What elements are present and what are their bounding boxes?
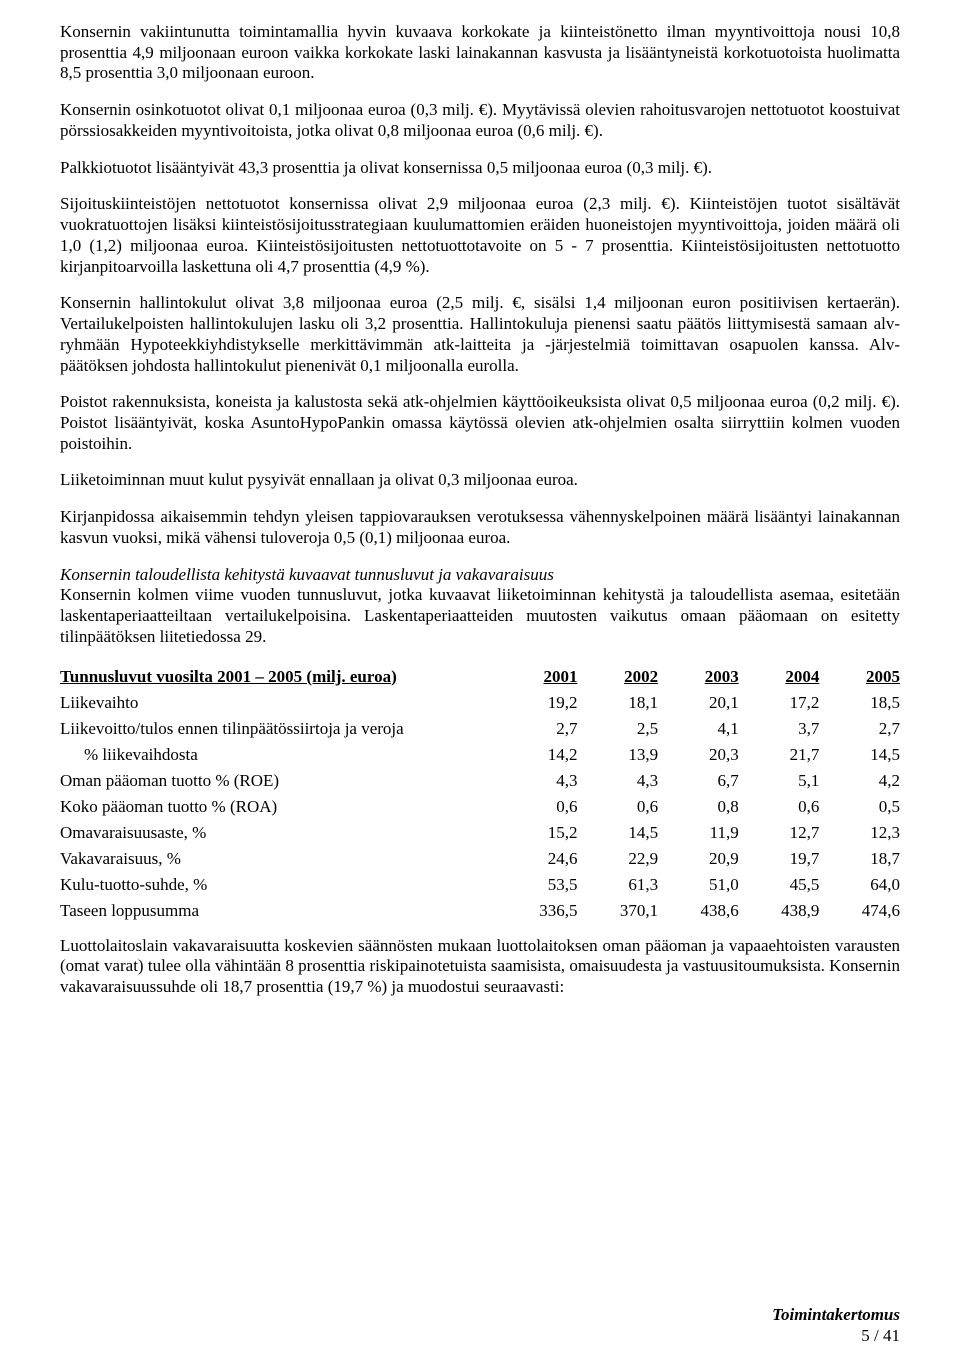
key-figures-table: Tunnusluvut vuosilta 2001 – 2005 (milj. … — [60, 664, 900, 924]
paragraph-1: Konsernin vakiintunutta toimintamallia h… — [60, 22, 900, 84]
table-header-label: Tunnusluvut vuosilta 2001 – 2005 (milj. … — [60, 664, 497, 690]
table-cell: 14,5 — [819, 742, 900, 768]
table-cell: 22,9 — [577, 846, 658, 872]
table-cell: 4,3 — [577, 768, 658, 794]
paragraph-10: Luottolaitoslain vakavaraisuutta koskevi… — [60, 936, 900, 998]
table-cell: 20,3 — [658, 742, 739, 768]
table-cell: 370,1 — [577, 898, 658, 924]
table-cell: 13,9 — [577, 742, 658, 768]
paragraph-3: Palkkiotuotot lisääntyivät 43,3 prosentt… — [60, 158, 900, 179]
table-row: Vakavaraisuus, %24,622,920,919,718,7 — [60, 846, 900, 872]
table-cell: 0,6 — [577, 794, 658, 820]
table-cell: 12,7 — [739, 820, 820, 846]
table-row-label: Oman pääoman tuotto % (ROE) — [60, 768, 497, 794]
table-cell: 336,5 — [497, 898, 578, 924]
table-cell: 51,0 — [658, 872, 739, 898]
footer-page-number: 5 / 41 — [772, 1325, 900, 1346]
table-header-year: 2003 — [658, 664, 739, 690]
page: Konsernin vakiintunutta toimintamallia h… — [0, 0, 960, 1372]
table-cell: 2,5 — [577, 716, 658, 742]
table-row-label: Taseen loppusumma — [60, 898, 497, 924]
table-cell: 12,3 — [819, 820, 900, 846]
table-cell: 0,6 — [739, 794, 820, 820]
table-cell: 21,7 — [739, 742, 820, 768]
table-cell: 0,5 — [819, 794, 900, 820]
page-footer: Toimintakertomus 5 / 41 — [772, 1304, 900, 1347]
table-cell: 20,9 — [658, 846, 739, 872]
section-body: Konsernin kolmen viime vuoden tunnusluvu… — [60, 585, 900, 645]
table-cell: 20,1 — [658, 690, 739, 716]
table-cell: 61,3 — [577, 872, 658, 898]
table-cell: 5,1 — [739, 768, 820, 794]
paragraph-8: Kirjanpidossa aikaisemmin tehdyn yleisen… — [60, 507, 900, 548]
table-cell: 53,5 — [497, 872, 578, 898]
table-row-label: Liikevaihto — [60, 690, 497, 716]
table-cell: 14,5 — [577, 820, 658, 846]
paragraph-4: Sijoituskiinteistöjen nettotuotot konser… — [60, 194, 900, 277]
table-header-row: Tunnusluvut vuosilta 2001 – 2005 (milj. … — [60, 664, 900, 690]
table-cell: 3,7 — [739, 716, 820, 742]
table-row: Oman pääoman tuotto % (ROE)4,34,36,75,14… — [60, 768, 900, 794]
table-header-year: 2005 — [819, 664, 900, 690]
table-row-label: Vakavaraisuus, % — [60, 846, 497, 872]
table-cell: 11,9 — [658, 820, 739, 846]
table-cell: 45,5 — [739, 872, 820, 898]
table-cell: 2,7 — [497, 716, 578, 742]
paragraph-6: Poistot rakennuksista, koneista ja kalus… — [60, 392, 900, 454]
table-cell: 2,7 — [819, 716, 900, 742]
table-row-label: Kulu-tuotto-suhde, % — [60, 872, 497, 898]
table-cell: 438,9 — [739, 898, 820, 924]
footer-title: Toimintakertomus — [772, 1304, 900, 1325]
table-cell: 18,1 — [577, 690, 658, 716]
table-header-year: 2004 — [739, 664, 820, 690]
table-cell: 4,2 — [819, 768, 900, 794]
table-cell: 14,2 — [497, 742, 578, 768]
table-row-label: % liikevaihdosta — [60, 742, 497, 768]
table-row-label: Koko pääoman tuotto % (ROA) — [60, 794, 497, 820]
table-header-year: 2001 — [497, 664, 578, 690]
table-cell: 18,5 — [819, 690, 900, 716]
table-row: Liikevoitto/tulos ennen tilinpäätössiirt… — [60, 716, 900, 742]
table-cell: 18,7 — [819, 846, 900, 872]
paragraph-2: Konsernin osinkotuotot olivat 0,1 miljoo… — [60, 100, 900, 141]
table-cell: 15,2 — [497, 820, 578, 846]
table-row: Kulu-tuotto-suhde, %53,561,351,045,564,0 — [60, 872, 900, 898]
section-heading: Konsernin taloudellista kehitystä kuvaav… — [60, 565, 554, 584]
table-row: Koko pääoman tuotto % (ROA)0,60,60,80,60… — [60, 794, 900, 820]
section-intro: Konsernin taloudellista kehitystä kuvaav… — [60, 565, 900, 648]
table-cell: 6,7 — [658, 768, 739, 794]
table-row: Liikevaihto19,218,120,117,218,5 — [60, 690, 900, 716]
table-cell: 438,6 — [658, 898, 739, 924]
table-header-year: 2002 — [577, 664, 658, 690]
table-row-label: Liikevoitto/tulos ennen tilinpäätössiirt… — [60, 716, 497, 742]
table-cell: 24,6 — [497, 846, 578, 872]
table-cell: 474,6 — [819, 898, 900, 924]
paragraph-5: Konsernin hallintokulut olivat 3,8 miljo… — [60, 293, 900, 376]
table-row: Taseen loppusumma336,5370,1438,6438,9474… — [60, 898, 900, 924]
table-row-label: Omavaraisuusaste, % — [60, 820, 497, 846]
paragraph-7: Liiketoiminnan muut kulut pysyivät ennal… — [60, 470, 900, 491]
table-cell: 17,2 — [739, 690, 820, 716]
table-cell: 4,1 — [658, 716, 739, 742]
table-row: % liikevaihdosta14,213,920,321,714,5 — [60, 742, 900, 768]
table-cell: 19,7 — [739, 846, 820, 872]
table-row: Omavaraisuusaste, %15,214,511,912,712,3 — [60, 820, 900, 846]
table-cell: 0,6 — [497, 794, 578, 820]
table-cell: 4,3 — [497, 768, 578, 794]
table-cell: 19,2 — [497, 690, 578, 716]
table-cell: 0,8 — [658, 794, 739, 820]
table-cell: 64,0 — [819, 872, 900, 898]
